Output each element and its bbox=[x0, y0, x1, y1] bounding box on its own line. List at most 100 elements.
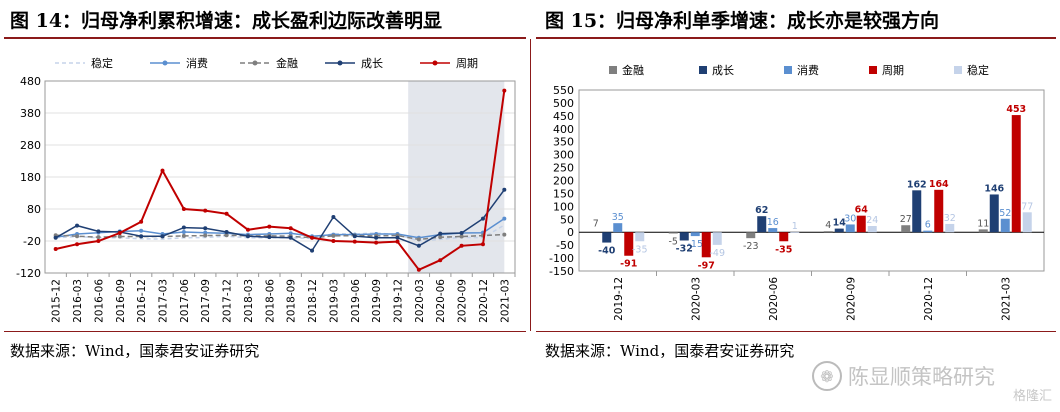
data-point bbox=[181, 230, 186, 235]
x-tick-label: 2020-06 bbox=[768, 277, 780, 321]
data-label: -32 bbox=[676, 243, 693, 254]
data-point bbox=[53, 247, 58, 251]
bar-稳定 bbox=[635, 232, 645, 242]
x-tick-label: 2020-03 bbox=[690, 277, 702, 321]
data-point bbox=[96, 239, 101, 243]
legend-label: 周期 bbox=[456, 57, 478, 70]
legend-label: 周期 bbox=[882, 64, 904, 77]
legend-label: 成长 bbox=[712, 64, 734, 77]
data-point bbox=[502, 232, 507, 237]
x-tick-label: 2019-12 bbox=[393, 279, 405, 323]
bar-成长 bbox=[834, 228, 844, 233]
watermark: ❁ 陈显顺策略研究 格隆汇 bbox=[812, 346, 1058, 406]
legend-label: 稳定 bbox=[967, 63, 989, 77]
bar-成长 bbox=[602, 232, 612, 243]
data-label: 7 bbox=[593, 219, 599, 230]
data-point bbox=[288, 231, 293, 236]
fig15-title: 图 15：归母净利单季增速：成长亦是较强方向 bbox=[545, 10, 940, 32]
data-point bbox=[224, 233, 229, 238]
data-label: -40 bbox=[598, 246, 616, 257]
x-tick-label: 2019-03 bbox=[328, 279, 340, 323]
x-tick-label: 2021-03 bbox=[499, 279, 511, 323]
data-label: 1 bbox=[792, 221, 798, 232]
data-point bbox=[416, 267, 421, 272]
data-label: -15 bbox=[687, 239, 703, 250]
bar-周期 bbox=[624, 232, 634, 256]
data-label: 453 bbox=[1006, 104, 1026, 115]
data-point bbox=[502, 88, 507, 93]
data-point bbox=[139, 228, 144, 233]
data-point bbox=[160, 234, 165, 239]
x-tick-label: 2018-06 bbox=[264, 279, 276, 323]
data-point bbox=[267, 224, 272, 229]
data-point bbox=[224, 230, 229, 235]
bar-消费 bbox=[1000, 218, 1010, 233]
data-point bbox=[438, 235, 443, 240]
data-point bbox=[438, 231, 443, 236]
data-point bbox=[53, 235, 58, 240]
series-line-金融 bbox=[55, 233, 505, 241]
bar-chart-fig15: -150-100-5005010015020025030035040045050… bbox=[549, 63, 1045, 321]
bar-金融 bbox=[901, 225, 911, 233]
data-label: 24 bbox=[866, 215, 878, 226]
bar-消费 bbox=[613, 223, 623, 233]
x-tick-label: 2016-06 bbox=[93, 279, 105, 323]
data-point bbox=[416, 237, 421, 242]
legend-swatch bbox=[954, 66, 962, 74]
data-point bbox=[374, 235, 379, 240]
x-tick-label: 2017-03 bbox=[158, 279, 170, 323]
y-tick-label: 180 bbox=[20, 171, 41, 184]
legend-swatch bbox=[869, 66, 877, 74]
y-tick-label: 200 bbox=[553, 175, 574, 188]
data-point bbox=[96, 229, 101, 234]
data-point bbox=[139, 219, 144, 224]
x-tick-label: 2017-12 bbox=[222, 279, 234, 323]
data-point bbox=[181, 233, 186, 238]
y-tick-label: 50 bbox=[560, 213, 574, 226]
bar-周期 bbox=[856, 215, 866, 233]
y-tick-label: 480 bbox=[20, 75, 41, 88]
data-label: -35 bbox=[632, 244, 648, 255]
data-label: 62 bbox=[755, 205, 768, 216]
legend-label: 消费 bbox=[797, 63, 819, 77]
data-label: 11 bbox=[977, 218, 989, 229]
data-point bbox=[75, 234, 80, 239]
y-tick-label: 280 bbox=[20, 139, 41, 152]
legend-swatch bbox=[609, 66, 617, 74]
wechat-logo-icon: ❁ bbox=[812, 361, 842, 391]
data-point bbox=[75, 223, 80, 228]
bar-消费 bbox=[768, 228, 778, 233]
y-tick-label: -100 bbox=[549, 252, 574, 265]
data-label: -97 bbox=[698, 260, 715, 271]
data-label: 4 bbox=[825, 220, 831, 231]
data-label: -5 bbox=[669, 237, 678, 248]
y-tick-label: -150 bbox=[549, 265, 574, 278]
data-point bbox=[203, 230, 208, 235]
bar-金融 bbox=[978, 229, 988, 233]
bar-稳定 bbox=[867, 226, 877, 233]
watermark-text: 陈显顺策略研究 bbox=[848, 365, 995, 389]
x-tick-label: 2016-12 bbox=[136, 279, 148, 323]
data-label: 64 bbox=[855, 205, 869, 216]
bar-成长 bbox=[757, 216, 767, 233]
data-label: 32 bbox=[944, 213, 956, 224]
bar-成长 bbox=[912, 190, 922, 233]
x-tick-label: 2018-03 bbox=[243, 279, 255, 323]
x-tick-label: 2019-12 bbox=[613, 277, 625, 321]
fig15-source: 数据来源：Wind，国泰君安证券研究 bbox=[545, 342, 795, 360]
data-point bbox=[480, 216, 485, 221]
x-tick-label: 2016-09 bbox=[115, 279, 127, 323]
x-tick-label: 2020-09 bbox=[845, 277, 857, 321]
data-label: 52 bbox=[999, 208, 1011, 219]
data-point bbox=[139, 234, 144, 239]
data-point bbox=[310, 248, 315, 253]
bar-稳定 bbox=[1022, 212, 1032, 233]
legend-marker bbox=[337, 60, 343, 66]
legend-label: 金融 bbox=[622, 63, 644, 77]
legend-swatch bbox=[784, 66, 792, 74]
footer-rule-left bbox=[4, 331, 526, 332]
data-point bbox=[459, 231, 464, 235]
data-point bbox=[374, 240, 379, 245]
bar-消费 bbox=[690, 232, 700, 237]
x-tick-label: 2018-09 bbox=[286, 279, 298, 323]
